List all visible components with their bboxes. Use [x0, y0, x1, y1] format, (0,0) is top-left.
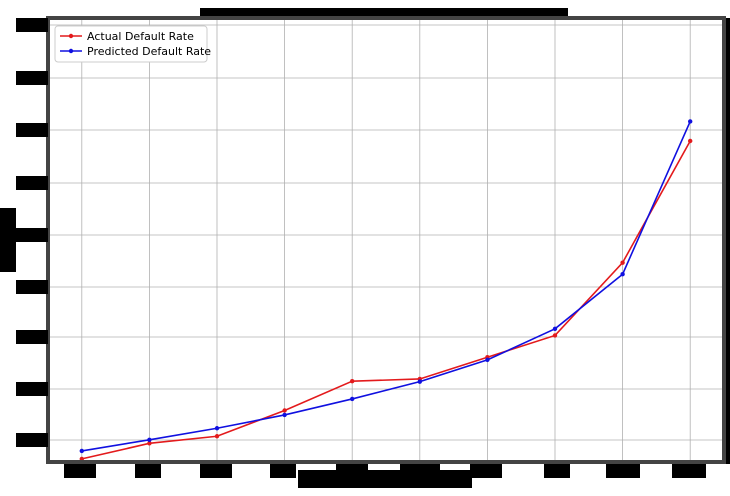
data-point-predicted: [147, 437, 152, 442]
data-point-actual: [350, 378, 355, 384]
plot-area-background: [48, 18, 724, 462]
series-line-actual: [81, 140, 691, 460]
x-tick-label-redacted: [270, 464, 296, 478]
x-tick-label-redacted: [672, 464, 706, 478]
data-point-actual: [688, 138, 693, 144]
data-point-predicted: [79, 448, 85, 454]
x-axis-label-redacted: [298, 470, 472, 488]
legend-label: Actual Default Rate: [87, 30, 194, 43]
data-point-predicted: [552, 326, 558, 331]
y-tick-label-redacted: [16, 71, 48, 85]
data-point-actual: [79, 456, 85, 462]
y-tick-label-redacted: [16, 123, 48, 137]
y-axis-label-redacted: [0, 208, 16, 272]
redacted-title-bar: [200, 8, 568, 19]
data-point-actual: [214, 434, 220, 439]
x-tick-label-redacted: [135, 464, 161, 478]
legend-swatch-marker: [68, 33, 74, 39]
data-point-predicted: [688, 119, 693, 124]
y-tick-labels-redacted: [16, 18, 48, 447]
right-edge-redacted: [726, 18, 730, 464]
data-point-actual: [147, 441, 152, 446]
legend-entry-predicted: Predicted Default Rate: [60, 45, 211, 58]
data-point-predicted: [282, 412, 287, 418]
legend-box: [54, 25, 208, 63]
x-tick-label-redacted: [544, 464, 570, 478]
legend-swatch-marker: [68, 48, 74, 54]
y-tick-label-redacted: [16, 433, 48, 447]
legend-entry-actual: Actual Default Rate: [60, 30, 194, 43]
data-point-actual: [620, 260, 625, 265]
legend-label: Predicted Default Rate: [87, 45, 211, 58]
legend: Actual Default Rate Predicted Default Ra…: [54, 25, 211, 63]
y-tick-label-redacted: [16, 280, 48, 294]
x-tick-label-redacted: [470, 464, 502, 478]
data-point-predicted: [620, 271, 625, 277]
y-tick-label-redacted: [16, 176, 48, 190]
series-line-predicted: [81, 121, 691, 452]
y-tick-label-redacted: [16, 382, 48, 396]
x-tick-labels-redacted: [64, 464, 706, 478]
data-point-predicted: [214, 426, 220, 431]
x-tick-label-redacted: [606, 464, 640, 478]
x-tick-label-redacted: [200, 464, 232, 478]
series-layer: [79, 119, 693, 462]
data-point-predicted: [350, 396, 355, 402]
y-tick-label-redacted: [16, 228, 48, 242]
data-point-actual: [282, 408, 287, 413]
y-tick-label-redacted: [16, 18, 48, 32]
data-point-predicted: [485, 357, 490, 363]
grid-lines: [48, 18, 724, 462]
y-tick-label-redacted: [16, 330, 48, 344]
data-point-predicted: [417, 379, 422, 384]
x-tick-label-redacted: [64, 464, 96, 478]
data-point-actual: [552, 333, 558, 338]
